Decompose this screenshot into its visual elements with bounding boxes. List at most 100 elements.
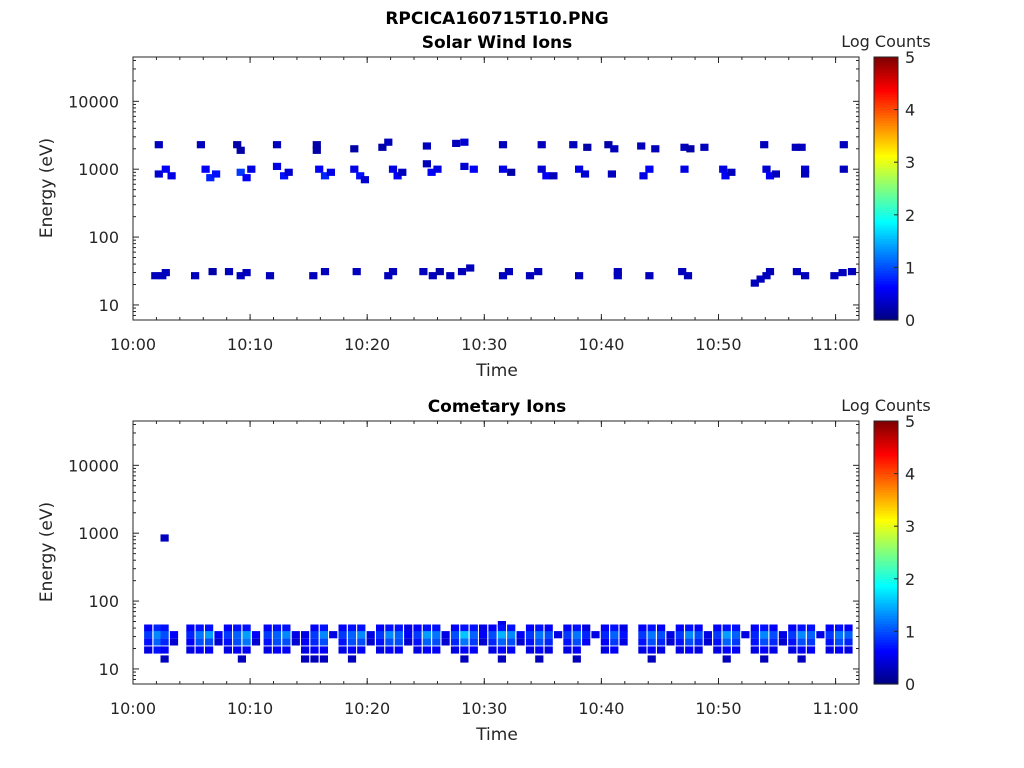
colorbar-segment: [874, 578, 898, 583]
heatmap-cell: [251, 638, 261, 646]
heatmap-cell: [413, 631, 422, 639]
colorbar-segment: [874, 196, 898, 200]
heatmap-cell: [694, 631, 703, 639]
heatmap-cell: [686, 145, 695, 153]
colorbar-segment: [874, 478, 898, 483]
heatmap-cell: [366, 631, 375, 639]
heatmap-cell: [384, 138, 393, 146]
heatmap-cell: [516, 638, 525, 646]
heatmap-cell: [497, 655, 506, 663]
heatmap-cell: [535, 646, 544, 654]
heatmap-cell: [144, 638, 153, 646]
heatmap-cell: [457, 268, 467, 276]
heatmap-cell: [357, 631, 366, 639]
heatmap-cell: [441, 631, 450, 639]
heatmap-cell: [806, 624, 816, 632]
heatmap-cell: [236, 146, 245, 154]
heatmap-cell: [460, 138, 469, 146]
heatmap-cell: [844, 624, 853, 632]
heatmap-cell: [236, 272, 245, 280]
heatmap-cell: [647, 638, 656, 646]
axes-frame-cometary: [132, 420, 860, 685]
colorbar-segment: [874, 615, 898, 619]
colorbar-segment: [874, 120, 898, 124]
heatmap-cell: [242, 624, 251, 632]
heatmap-cell: [769, 638, 778, 646]
heatmap-cell: [153, 638, 162, 646]
heatmap-cell: [422, 142, 431, 150]
heatmap-cell: [788, 624, 797, 632]
heatmap-cell: [572, 638, 581, 646]
heatmap-cell: [639, 172, 648, 180]
heatmap-cell: [657, 638, 666, 646]
colorbar-segment: [874, 206, 898, 211]
heatmap-cell: [610, 145, 619, 153]
heatmap-cell: [422, 638, 431, 646]
heatmap-cell: [310, 646, 319, 654]
colorbar-tick-label: 4: [905, 465, 915, 484]
heatmap-cell: [301, 638, 310, 646]
colorbar-segment: [874, 296, 898, 300]
colorbar-segment: [874, 209, 898, 213]
colorbar-segment: [874, 112, 898, 116]
colorbar-segment: [874, 502, 898, 506]
heatmap-cell: [242, 174, 251, 182]
heatmap-cell: [315, 165, 324, 173]
colorbar-segment: [874, 159, 898, 163]
panel-title-cometary: Cometary Ions: [428, 397, 567, 417]
panel-title-solar-wind: Solar Wind Ions: [422, 33, 573, 53]
heatmap-cell: [154, 170, 163, 178]
heatmap-cell: [310, 624, 319, 632]
heatmap-cell: [572, 624, 581, 632]
colorbar-segment: [874, 431, 898, 435]
colorbar-segment: [874, 233, 898, 237]
colorbar-segment: [874, 492, 898, 496]
colorbar-segment: [874, 72, 898, 77]
x-tick-label: 10:40: [578, 699, 624, 718]
heatmap-cell: [272, 646, 282, 654]
heatmap-cell: [320, 268, 330, 276]
colorbar-segment: [874, 520, 898, 525]
heatmap-cell: [797, 624, 806, 632]
heatmap-cell: [233, 141, 242, 149]
heatmap-cell: [647, 631, 656, 639]
heatmap-cell: [413, 646, 422, 654]
colorbar-segment: [874, 225, 898, 229]
colorbar-segment: [874, 304, 898, 308]
heatmap-cell: [284, 168, 293, 176]
heatmap-cell: [572, 631, 581, 639]
heatmap-cell: [160, 646, 169, 654]
x-tick-label: 10:00: [110, 335, 156, 354]
heatmap-cell: [413, 624, 422, 632]
heatmap-cell: [713, 624, 722, 632]
heatmap-cell: [572, 646, 581, 654]
colorbar-segment: [874, 217, 898, 221]
heatmap-cell: [525, 631, 535, 639]
colorbar-segment: [874, 628, 898, 632]
heatmap-cell: [488, 624, 497, 632]
colorbar-segment: [874, 447, 898, 451]
heatmap-cell: [212, 170, 221, 178]
colorbar-segment: [874, 476, 898, 480]
heatmap-cell: [675, 638, 684, 646]
colorbar-cometary: 0 1 2 3 4 5: [873, 412, 915, 694]
colorbar-segment: [874, 618, 898, 622]
heatmap-cell: [610, 624, 619, 632]
heatmap-cell: [398, 168, 407, 176]
heatmap-cell: [525, 638, 535, 646]
heatmap-cell: [839, 165, 848, 173]
heatmap-cell: [535, 631, 544, 639]
colorbar-segment: [874, 494, 898, 498]
colorbar-segment: [874, 138, 898, 142]
heatmap-cell: [469, 624, 478, 632]
heatmap-cell: [338, 631, 347, 639]
heatmap-cell: [352, 268, 361, 276]
colorbar-segment: [874, 452, 898, 456]
colorbar-segment: [874, 149, 898, 153]
heatmap-cell: [685, 631, 694, 639]
heatmap-cell: [427, 168, 436, 176]
heatmap-cell: [160, 638, 169, 646]
heatmap-cell: [394, 624, 403, 632]
heatmap-cell: [282, 631, 291, 639]
heatmap-cell: [338, 646, 347, 654]
